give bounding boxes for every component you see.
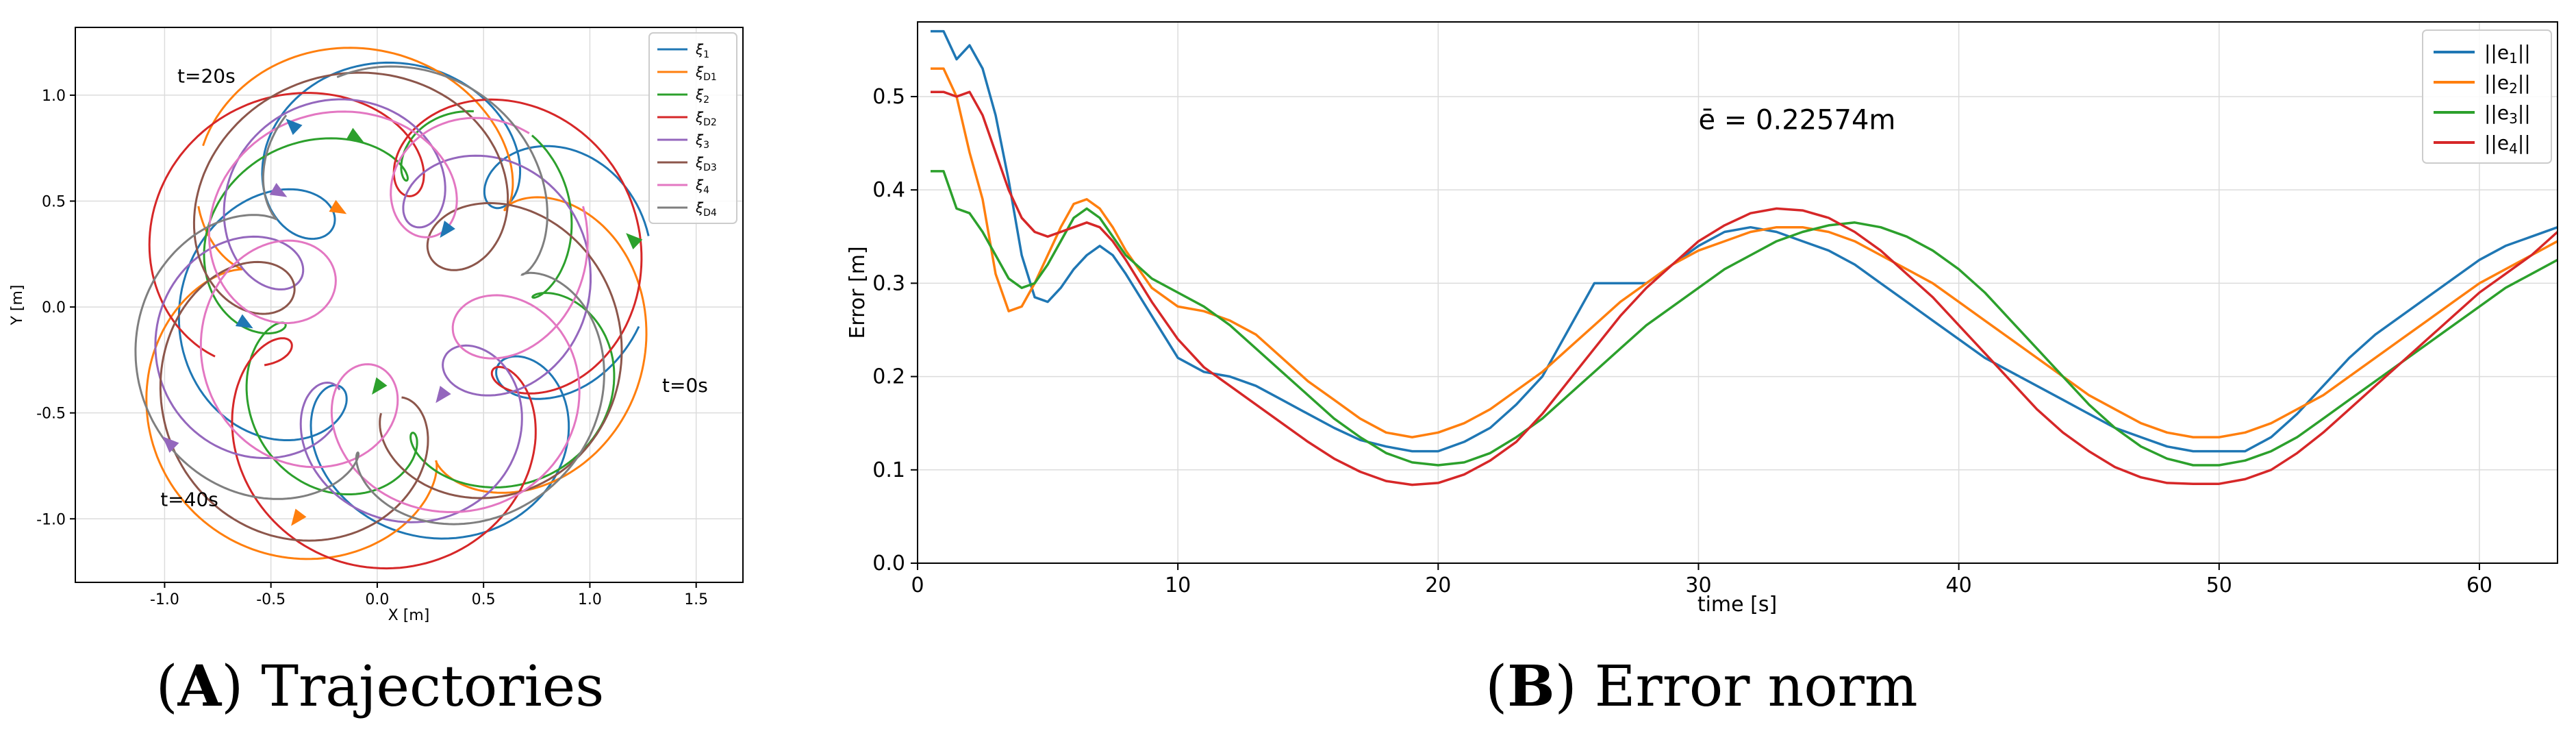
panel-b-caption-text: Error norm (1595, 654, 1918, 719)
arrow-marker-xi2 (346, 127, 364, 143)
panel-b-x-axis-label: time [s] (1697, 593, 1777, 617)
arrow-marker-xi1 (286, 119, 303, 136)
legend-label-xid4: ξD4 (695, 199, 717, 219)
legend-label-e4: ||e4|| (2484, 132, 2531, 157)
legend-label-e3: ||e3|| (2484, 101, 2531, 127)
panel-a-y-tick-label: 0.0 (42, 299, 66, 317)
panel-a-trajectories: -1.0 -0.5 0.0 0.5 1.0 1.5 -1.0 -0.5 0.0 0.5 1.0 X… (9, 27, 744, 719)
panel-a-y-tick-label: -0.5 (36, 406, 66, 423)
arrow-marker-xid1 (329, 199, 347, 214)
error-line-e3 (931, 170, 2558, 467)
panel-b-x-tick-label: 10 (1165, 573, 1191, 597)
panel-a-x-ticks: -1.0 -0.5 0.0 0.5 1.0 1.5 (150, 582, 708, 608)
arrow-marker-xi1 (235, 314, 253, 329)
panel-a-x-axis-label: X [m] (388, 607, 430, 624)
arrow-marker-xid1 (291, 508, 307, 526)
panel-b-y-tick-label: 0.2 (872, 365, 905, 389)
panel-b-error-norm: 0 10 20 30 40 50 60 0.0 0.1 0.2 0.3 0.4 0.5 time [s… (846, 21, 2559, 719)
annotation-t-0s: t=0s (662, 374, 708, 397)
annotation-t-40s: t=40s (160, 489, 218, 511)
panel-b-mean-error-annotation: ē = 0.22574m (1698, 105, 1895, 136)
panel-a-x-tick-label: 1.0 (578, 591, 602, 608)
panel-a-legend-box (648, 32, 737, 224)
arrow-marker-xi3 (435, 386, 451, 404)
legend-label-xid1: ξD1 (695, 64, 717, 83)
panel-b-grid (917, 22, 2558, 564)
panel-b-caption: (B) Error norm (1485, 654, 1917, 719)
error-line-e1 (931, 29, 2558, 453)
panel-b-legend-box (2422, 29, 2552, 164)
panel-b-y-axis-label: Error [m] (846, 246, 870, 338)
error-line-e4 (931, 90, 2559, 486)
legend-label-xid3: ξD3 (695, 154, 717, 173)
legend-label-e2: ||e2|| (2484, 71, 2531, 97)
panel-b-y-tick-label: 0.4 (872, 178, 905, 202)
trajectory-xid4 (134, 65, 605, 525)
panel-a-y-tick-label: -1.0 (36, 511, 66, 528)
trajectory-xid3 (159, 71, 623, 542)
panel-a-x-tick-label: 0.0 (365, 591, 389, 608)
panel-a-y-ticks: -1.0 -0.5 0.0 0.5 1.0 (36, 88, 75, 528)
arrow-marker-xi3 (269, 182, 288, 197)
legend-label-xid2: ξD2 (695, 109, 717, 128)
panel-a-time-annotations: t=20s t=0s t=40s (160, 64, 708, 510)
arrow-marker-xi2 (626, 233, 643, 250)
panel-a-x-tick-label: 1.5 (684, 591, 708, 608)
panel-b-legend: ||e1|| ||e2|| ||e3|| ||e4|| (2422, 29, 2552, 164)
panel-a-x-tick-label: -1.0 (150, 591, 179, 608)
panel-a-y-axis-label: Y [m] (9, 284, 26, 325)
panel-b-x-tick-label: 40 (1946, 573, 1972, 597)
panel-a-legend: ξ1 ξD1 ξ2 ξD2 ξ3 ξD3 ξ4 ξD4 (648, 32, 737, 224)
panel-a-x-tick-label: 0.5 (472, 591, 496, 608)
arrow-marker-xi1 (440, 220, 455, 238)
legend-label-xi4: ξ4 (695, 177, 709, 196)
panel-b-x-ticks: 0 10 20 30 40 50 60 (911, 563, 2492, 597)
panel-a-plot-frame (75, 27, 744, 583)
panel-b-caption-letter: B (1507, 654, 1554, 719)
panel-b-x-tick-label: 30 (1685, 573, 1711, 597)
panel-b-y-tick-label: 0.3 (872, 271, 905, 295)
arrow-marker-xi2 (372, 377, 388, 395)
legend-label-xi3: ξ3 (695, 132, 709, 151)
error-line-e2 (931, 67, 2558, 438)
legend-label-e1: ||e1|| (2484, 41, 2531, 66)
panel-b-x-tick-label: 20 (1425, 573, 1451, 597)
panel-b-error-lines (931, 29, 2559, 486)
panel-a-x-tick-label: -0.5 (256, 591, 286, 608)
panel-b-y-tick-label: 0.1 (872, 458, 905, 482)
legend-label-xi1: ξ1 (695, 41, 709, 60)
panel-b-y-tick-label: 0.5 (872, 85, 905, 109)
panel-a-direction-arrows (162, 119, 643, 526)
arrow-marker-xi3 (162, 436, 179, 453)
trajectory-xi1 (177, 61, 650, 540)
panel-b-x-tick-label: 0 (911, 573, 924, 597)
panel-a-y-tick-label: 1.0 (42, 88, 66, 105)
trajectory-xid2 (148, 92, 643, 570)
panel-a-y-tick-label: 0.5 (42, 194, 66, 211)
panel-b-x-tick-label: 50 (2206, 573, 2232, 597)
panel-b-y-ticks: 0.0 0.1 0.2 0.3 0.4 0.5 (872, 85, 918, 576)
panel-a-trajectory-lines (134, 47, 650, 570)
annotation-t-20s: t=20s (177, 64, 236, 87)
panel-a-caption: (A) Trajectories (156, 654, 605, 719)
panel-b-y-tick-label: 0.0 (872, 552, 905, 576)
trajectory-xi3 (154, 98, 592, 523)
trajectory-xi4 (199, 110, 589, 513)
legend-label-xi2: ξ2 (695, 86, 709, 106)
panel-a-caption-letter: A (177, 654, 223, 719)
panel-b-plot-frame (917, 21, 2558, 564)
panel-a-caption-text: Trajectories (261, 654, 604, 719)
trajectory-xid1 (145, 47, 648, 560)
panel-b-x-tick-label: 60 (2466, 573, 2492, 597)
